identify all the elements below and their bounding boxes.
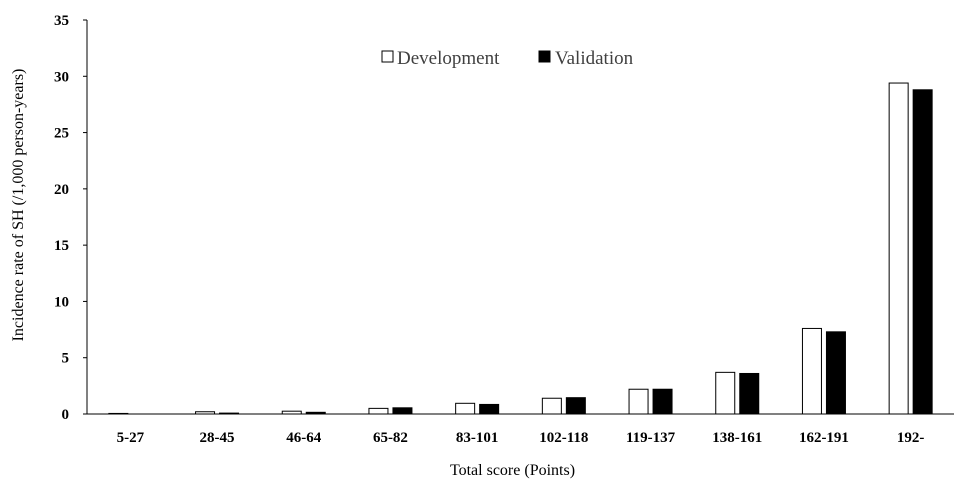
bar-validation-138-161 xyxy=(739,372,760,415)
y-axis-title: Incidence rate of SH (/1,000 person-year… xyxy=(10,69,27,342)
bar-validation-162-191 xyxy=(825,331,846,415)
x-tick-label: 119-137 xyxy=(626,430,676,446)
bar-validation-83-101 xyxy=(479,403,500,415)
y-tick-label: 10 xyxy=(54,294,69,310)
x-tick-label: 5-27 xyxy=(117,430,145,446)
y-tick-labels: 0 5 10 15 20 25 30 35 xyxy=(54,13,87,423)
bars xyxy=(108,82,933,415)
x-tick-label: 102-118 xyxy=(539,430,588,446)
x-axis-title: Total score (Points) xyxy=(450,462,575,479)
x-tick-label: 46-64 xyxy=(286,430,321,446)
y-tick-label: 5 xyxy=(62,351,70,367)
bar-development-162-191 xyxy=(801,327,822,415)
bar-development-83-101 xyxy=(455,402,476,415)
legend: Development Validation xyxy=(381,48,634,69)
legend-label-development: Development xyxy=(397,48,500,69)
bar-validation-46-64 xyxy=(305,411,326,415)
bar-development-192- xyxy=(888,82,909,415)
x-tick-label: 192- xyxy=(897,430,925,446)
bar-development-28-45 xyxy=(195,411,216,415)
bar-validation-192- xyxy=(912,89,933,415)
bar-development-119-137 xyxy=(628,388,649,415)
bar-development-5-27 xyxy=(108,412,129,415)
bar-validation-102-118 xyxy=(565,397,586,415)
y-tick-label: 30 xyxy=(54,69,69,85)
y-tick-label: 20 xyxy=(54,182,69,198)
x-tick-label: 83-101 xyxy=(456,430,499,446)
bar-validation-65-82 xyxy=(392,407,413,415)
bar-development-138-161 xyxy=(715,371,736,415)
y-tick-label: 25 xyxy=(54,126,69,142)
x-tick-label: 138-161 xyxy=(712,430,762,446)
legend-label-validation: Validation xyxy=(555,48,634,69)
legend-swatch-development xyxy=(381,50,394,63)
bar-development-46-64 xyxy=(281,410,302,415)
y-tick-label: 0 xyxy=(62,407,70,423)
bar-development-65-82 xyxy=(368,407,389,415)
y-tick-label: 35 xyxy=(54,13,69,29)
bar-validation-28-45 xyxy=(219,412,240,415)
x-tick-labels: 5-27 28-45 46-64 65-82 83-101 102-118 119-137 1… xyxy=(117,430,925,446)
y-tick-label: 15 xyxy=(54,238,69,254)
axes xyxy=(86,20,954,415)
x-tick-label: 162-191 xyxy=(799,430,849,446)
x-tick-label: 28-45 xyxy=(200,430,235,446)
bar-development-102-118 xyxy=(541,397,562,415)
x-tick-label: 65-82 xyxy=(373,430,408,446)
legend-swatch-validation xyxy=(538,50,551,63)
bar-validation-119-137 xyxy=(652,388,673,415)
